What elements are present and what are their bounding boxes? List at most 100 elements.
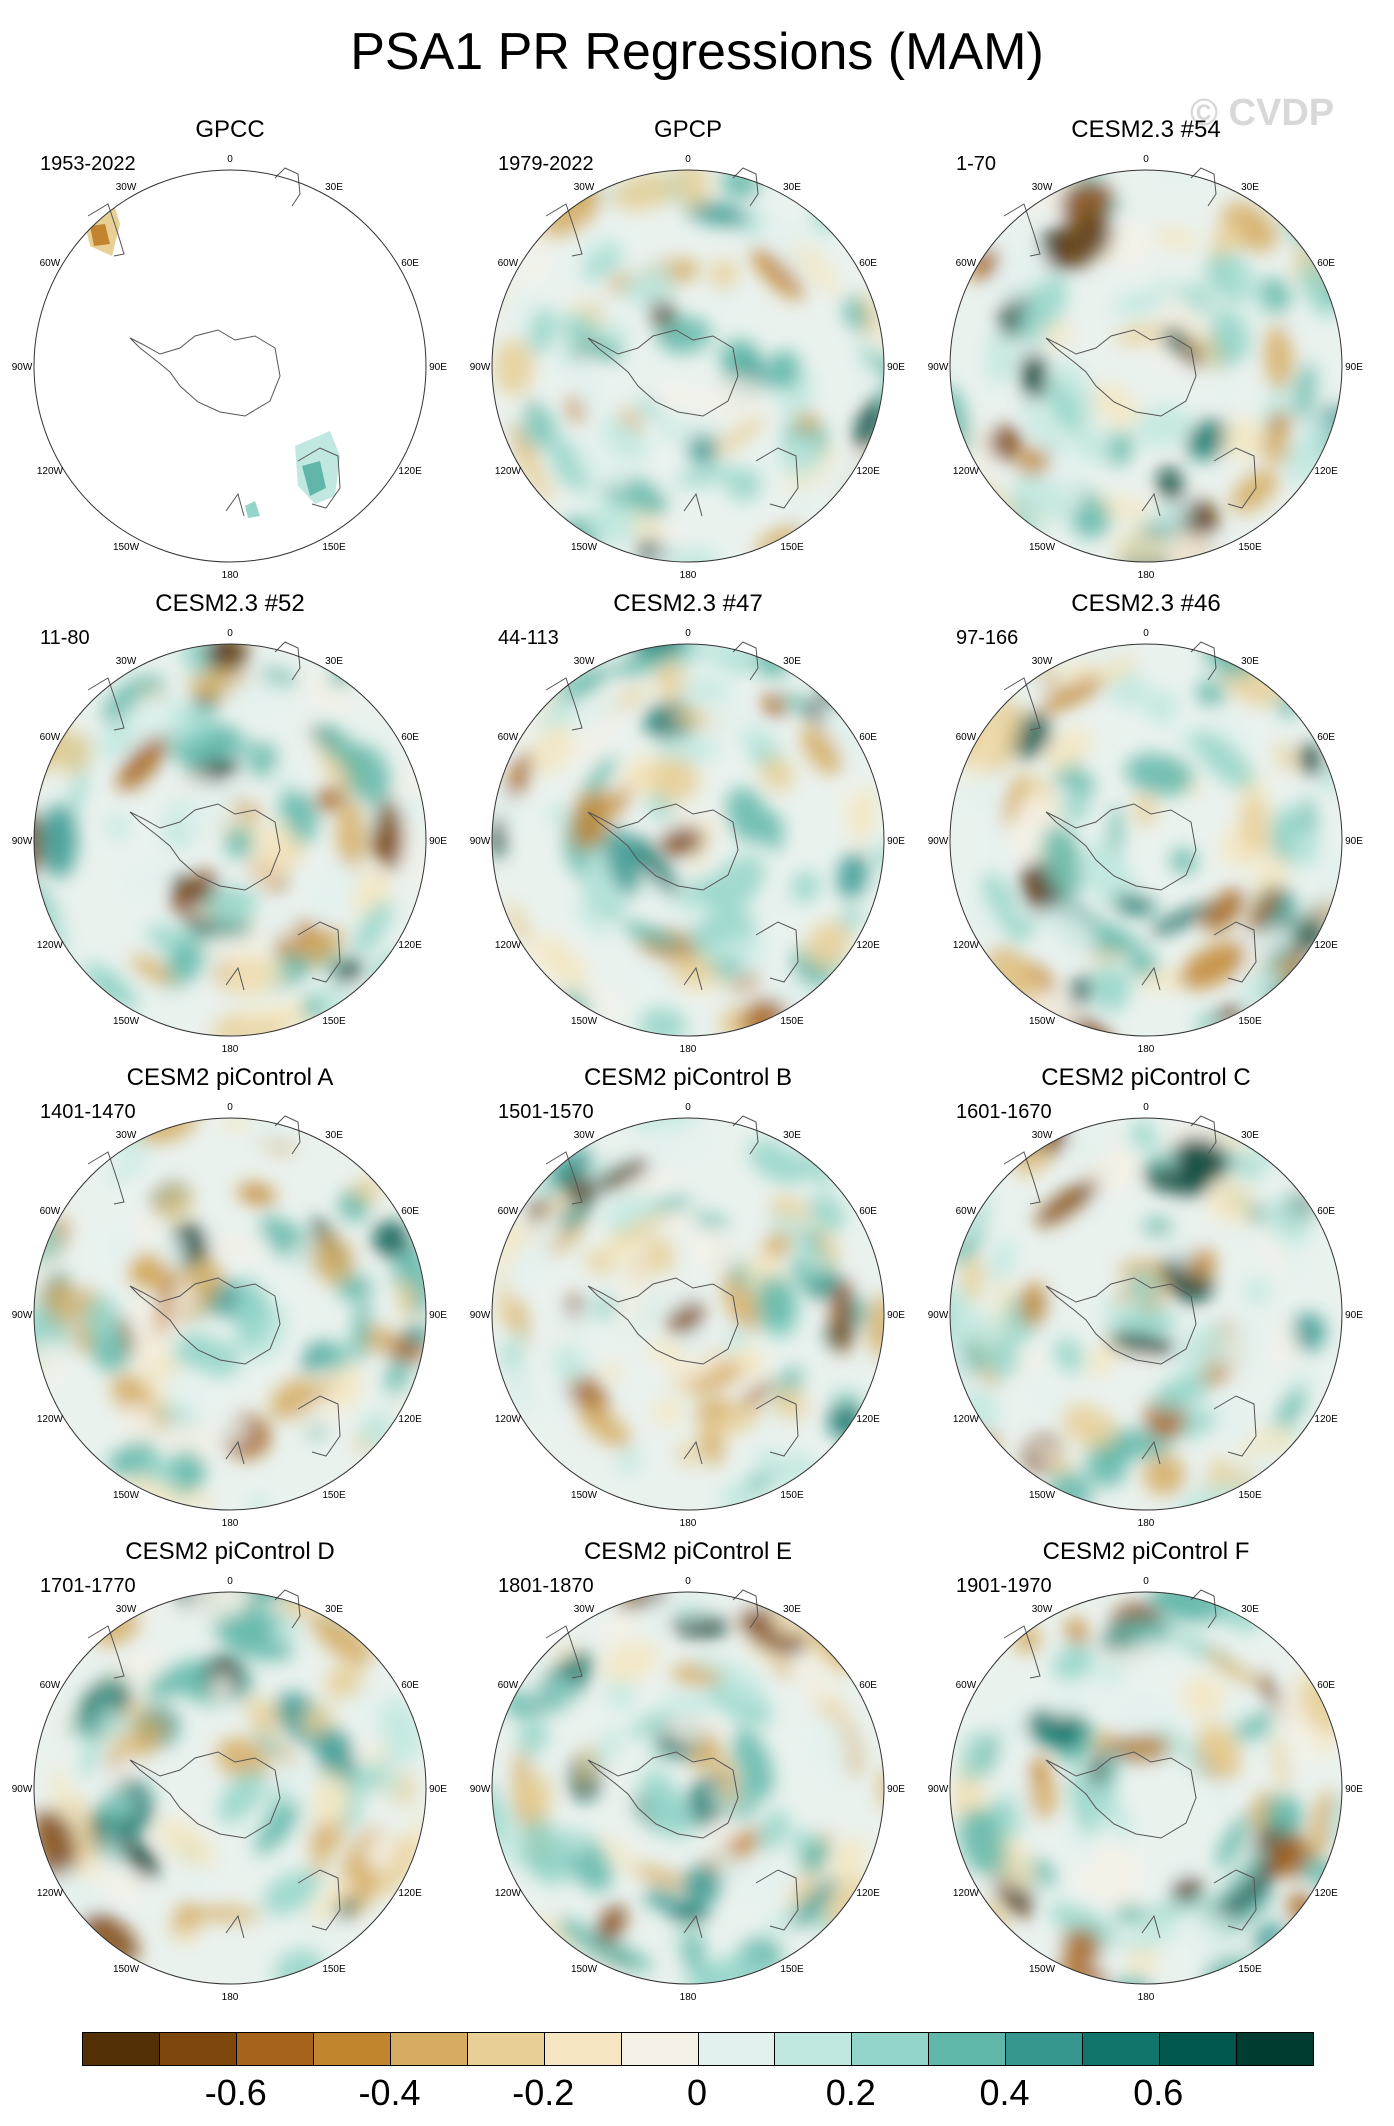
lon-label: 150W <box>1029 1964 1056 1975</box>
cvdp-watermark: © CVDP <box>1190 92 1335 134</box>
lon-label: 150W <box>113 542 140 553</box>
polar-map: 0 30E 60E 90E 120E 150E 180 150W 120W 90W 60W 30W <box>12 1102 448 1529</box>
lon-label: 120E <box>1314 466 1338 477</box>
lon-label: 30W <box>574 182 595 193</box>
coastlines <box>1003 1589 1257 1939</box>
colorbar-swatch <box>775 2033 853 2065</box>
lon-label: 120W <box>37 1414 64 1425</box>
longitude-labels: 0 30E 60E 90E 120E 150E 180 150W 120W 90W 60W 30W <box>12 154 448 581</box>
figure-title: PSA1 PR Regressions (MAM) <box>350 23 1044 81</box>
lon-label: 30E <box>325 1604 343 1615</box>
lon-label: 30W <box>1032 1130 1053 1141</box>
lon-label: 90E <box>887 1310 905 1321</box>
lon-label: 0 <box>227 628 233 639</box>
precip-field <box>950 1592 1342 1984</box>
lon-label: 180 <box>1138 570 1155 581</box>
lon-label: 150E <box>780 1016 804 1027</box>
panel-title: CESM2.3 #46 <box>1071 590 1221 617</box>
lon-label: 60E <box>401 258 419 269</box>
lon-label: 60W <box>40 1680 61 1691</box>
lon-label: 180 <box>1138 1992 1155 2003</box>
panel-period: 97-166 <box>956 627 1019 649</box>
lon-label: 30E <box>1241 1604 1259 1615</box>
panel-title: CESM2 piControl C <box>1041 1064 1251 1091</box>
map-panel: CESM2 piControl B 1501-1570 0 30E 60E 90E 120E… <box>470 1064 906 1534</box>
lon-label: 150W <box>571 542 598 553</box>
panel-period: 1601-1670 <box>956 1101 1052 1123</box>
lon-label: 150E <box>780 1964 804 1975</box>
lon-label: 90W <box>928 1310 949 1321</box>
lon-label: 60W <box>498 1680 519 1691</box>
lon-label: 90W <box>470 1784 491 1795</box>
map-panel: CESM2 piControl D 1701-1770 0 30E 60E 90E 120E… <box>12 1538 448 2008</box>
lon-label: 60E <box>859 1680 877 1691</box>
polar-map: 0 30E 60E 90E 120E 150E 180 150W 120W 90W 60W 30W <box>928 1576 1364 2003</box>
colorbar-label: 0.2 <box>825 2072 876 2113</box>
lon-label: 0 <box>227 1102 233 1113</box>
lon-label: 30E <box>783 1130 801 1141</box>
map-panel: CESM2.3 #46 97-166 0 30E 60E 90E 120E 150E 180 15… <box>928 590 1364 1060</box>
lon-label: 30E <box>325 1130 343 1141</box>
lon-label: 150E <box>322 1016 346 1027</box>
lon-label: 90E <box>429 1784 447 1795</box>
lon-label: 90W <box>928 1784 949 1795</box>
precip-field <box>492 1118 884 1510</box>
lon-label: 0 <box>685 628 691 639</box>
lon-label: 30E <box>325 182 343 193</box>
longitude-labels: 0 30E 60E 90E 120E 150E 180 150W 120W 90W 60W 30W <box>12 1102 448 1529</box>
map-panel: CESM2 piControl F 1901-1970 0 30E 60E 90E 120E… <box>928 1538 1364 2008</box>
lon-label: 30E <box>1241 656 1259 667</box>
coastlines <box>87 1589 341 1939</box>
colorbar-swatch <box>621 2033 699 2065</box>
lon-label: 150W <box>571 1964 598 1975</box>
precip-field <box>950 644 1342 1036</box>
lon-label: 30W <box>574 1130 595 1141</box>
lon-label: 120W <box>953 1888 980 1899</box>
lon-label: 30W <box>116 1604 137 1615</box>
lon-label: 60W <box>956 732 977 743</box>
lon-label: 150W <box>571 1490 598 1501</box>
colorbar-swatch <box>83 2033 160 2065</box>
lon-label: 30W <box>574 656 595 667</box>
colorbar-swatch <box>159 2033 237 2065</box>
lon-label: 90E <box>1345 836 1363 847</box>
lon-label: 90E <box>1345 1784 1363 1795</box>
precip-field <box>34 170 426 562</box>
coastlines <box>87 1115 341 1465</box>
polar-map: 0 30E 60E 90E 120E 150E 180 150W 120W 90W 60W 30W <box>470 154 906 581</box>
lon-label: 90W <box>12 1784 33 1795</box>
precip-field <box>492 644 884 1036</box>
lon-label: 30E <box>1241 1130 1259 1141</box>
lon-label: 30E <box>325 656 343 667</box>
colorbar-label: -0.2 <box>512 2072 575 2113</box>
lon-label: 90E <box>429 362 447 373</box>
lon-label: 180 <box>1138 1518 1155 1529</box>
lon-label: 60W <box>40 1206 61 1217</box>
lon-label: 90W <box>470 362 491 373</box>
lon-label: 0 <box>227 1576 233 1587</box>
panel-period: 1801-1870 <box>498 1575 594 1597</box>
map-panel: CESM2 piControl E 1801-1870 0 30E 60E 90E 120E… <box>470 1538 906 2008</box>
colorbar-label: -0.4 <box>358 2072 421 2113</box>
lon-label: 30W <box>116 1130 137 1141</box>
polar-map: 0 30E 60E 90E 120E 150E 180 150W 120W 90W 60W 30W <box>12 1576 448 2003</box>
lon-label: 30W <box>574 1604 595 1615</box>
panel-title: GPCC <box>195 116 265 143</box>
lon-label: 120E <box>856 1414 880 1425</box>
lon-label: 150E <box>780 1490 804 1501</box>
lon-label: 120E <box>856 940 880 951</box>
longitude-labels: 0 30E 60E 90E 120E 150E 180 150W 120W 90W 60W 30W <box>928 1576 1364 2003</box>
lon-label: 90E <box>429 836 447 847</box>
precip-field <box>950 1118 1342 1510</box>
lon-label: 60E <box>1317 732 1335 743</box>
lon-label: 120W <box>953 466 980 477</box>
lon-label: 120W <box>495 1414 522 1425</box>
lon-label: 150E <box>1238 1016 1262 1027</box>
lon-label: 60W <box>40 732 61 743</box>
map-panel: CESM2.3 #52 11-80 0 30E 60E 90E 120E 150E 180 150… <box>12 590 448 1060</box>
lon-label: 120E <box>398 1414 422 1425</box>
lon-label: 150W <box>113 1964 140 1975</box>
lon-label: 120E <box>398 466 422 477</box>
lon-label: 90W <box>12 1310 33 1321</box>
lon-label: 90W <box>470 836 491 847</box>
